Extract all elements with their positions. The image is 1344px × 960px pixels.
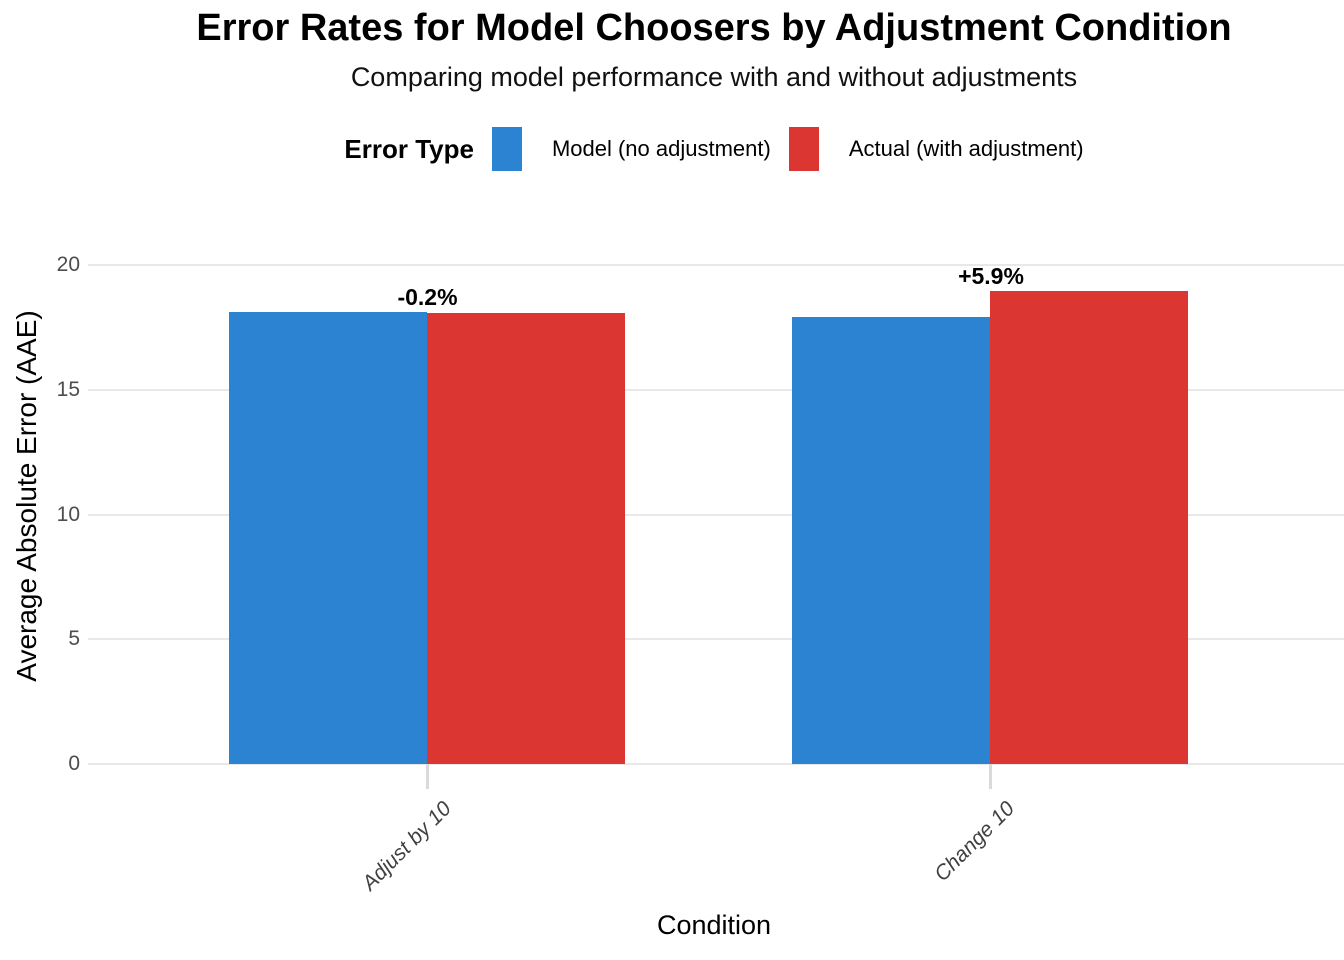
chart-subtitle: Comparing model performance with and wit… [350,62,1078,92]
y-tick-label-20: 20 [56,253,80,276]
y-axis-title: Average Absolute Error (AAE) [11,310,42,682]
x-tick-label-1: Adjust by 10 [357,797,456,895]
gridline-y-5 [88,638,1344,641]
gridline-y-20 [88,264,1344,266]
bar-annotation-2: +5.9% [958,263,1024,290]
bar-annotation-1: -0.2% [397,284,458,311]
x-tick-2 [989,764,992,789]
y-tick-label-15: 15 [56,377,80,401]
legend-title: Error Type [344,133,474,164]
bar-actual-2 [990,291,1188,764]
bar-actual-1 [426,313,625,764]
x-axis-title: Condition [656,910,772,940]
legend-swatch-model [491,127,522,171]
bar-model-2 [792,317,990,764]
y-tick-label-10: 10 [56,502,80,526]
gridline-y-10 [88,513,1344,516]
y-tick-label-0: 0 [68,752,80,775]
legend-item-actual: Actual (with adjustment) [788,127,1084,171]
gridline-y-15 [88,388,1344,391]
x-tick-label-2: Change 10 [930,797,1020,886]
bar-model-1 [228,312,427,764]
legend-item-model: Model (no adjustment) [491,127,771,171]
legend: Error Type Model (no adjustment) Actual … [88,124,1340,174]
legend-swatch-actual [788,127,819,171]
gridline-y-0 [88,763,1344,765]
legend-label-model: Model (no adjustment) [551,136,771,161]
y-tick-label-5: 5 [68,627,80,651]
legend-label-actual: Actual (with adjustment) [848,136,1084,161]
chart-title: Error Rates for Model Choosers by Adjust… [196,7,1232,49]
x-tick-1 [425,764,429,789]
